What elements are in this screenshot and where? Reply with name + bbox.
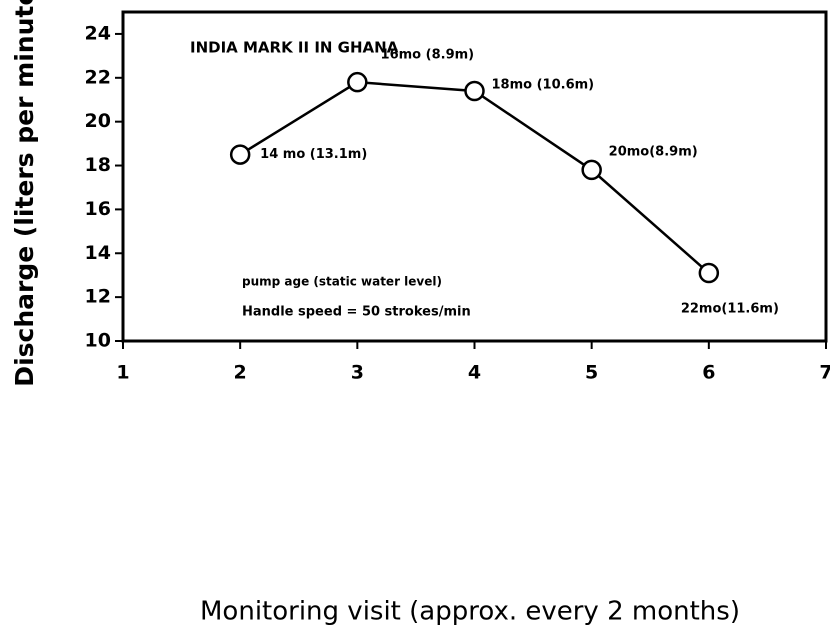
x-tick-label: 3 <box>351 362 364 384</box>
point-label: 18mo (10.6m) <box>492 77 595 92</box>
y-tick-label: 14 <box>85 242 111 264</box>
data-line <box>239 80 710 274</box>
annotation: Handle speed = 50 strokes/min <box>242 305 471 320</box>
x-tick-label: 7 <box>819 362 830 384</box>
y-tick-label: 12 <box>85 286 111 308</box>
y-tick-label: 24 <box>85 22 111 44</box>
x-tick-label: 4 <box>468 362 481 384</box>
point-label: 22mo(11.6m) <box>681 302 779 317</box>
point-label: 14 mo (13.1m) <box>260 147 367 162</box>
y-tick-label: 18 <box>85 154 111 176</box>
annotation: pump age (static water level) <box>242 275 442 289</box>
y-tick-label: 22 <box>85 66 111 88</box>
x-tick-label: 5 <box>585 362 598 384</box>
y-tick-label: 10 <box>85 330 111 352</box>
x-tick-label: 1 <box>116 362 129 384</box>
data-point <box>698 262 720 284</box>
plot-frame <box>121 10 828 343</box>
y-axis-label: Discharge (liters per minute) <box>10 0 39 387</box>
data-point <box>347 71 368 93</box>
point-label: 20mo(8.9m) <box>609 144 698 159</box>
x-axis-label: Monitoring visit (approx. every 2 months… <box>200 597 740 627</box>
data-point <box>464 80 485 102</box>
data-point <box>229 144 251 165</box>
x-tick-label: 2 <box>234 362 247 384</box>
x-tick-label: 6 <box>702 362 715 384</box>
data-point <box>581 159 602 181</box>
y-tick-label: 20 <box>85 110 111 132</box>
point-label: 16mo (8.9m) <box>381 48 475 63</box>
y-tick-label: 16 <box>85 198 111 220</box>
chart-title: INDIA MARK II IN GHANA <box>190 39 399 57</box>
